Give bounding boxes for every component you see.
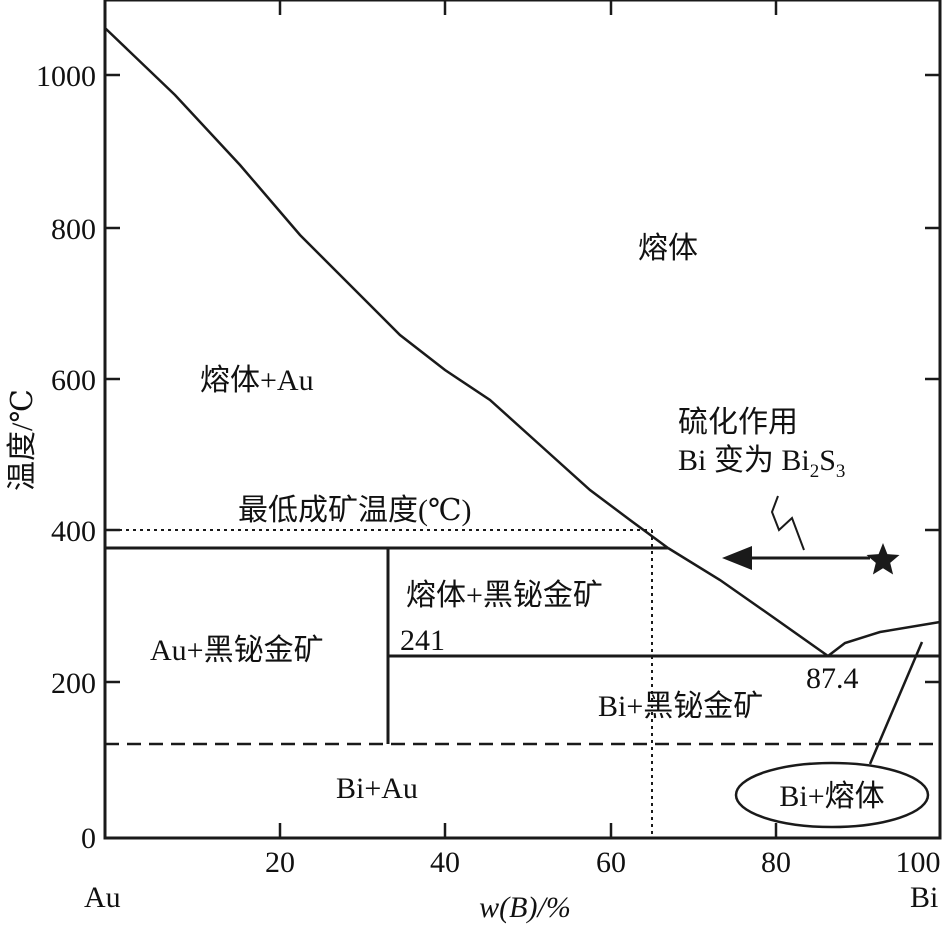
label-241: 241 bbox=[400, 624, 445, 657]
sulfidation-arrow-head bbox=[722, 546, 752, 570]
liquidus-bi-curve bbox=[827, 620, 941, 657]
squiggle-pointer bbox=[770, 495, 805, 551]
label-melt-maldonite: 熔体+黑铋金矿 bbox=[406, 579, 603, 612]
x-tick-60: 60 bbox=[596, 846, 626, 879]
label-melt-au: 熔体+Au bbox=[200, 364, 314, 397]
x-ticks bbox=[278, 0, 778, 838]
label-874: 87.4 bbox=[806, 662, 859, 695]
label-bi-melt: Bi+熔体 bbox=[779, 780, 884, 813]
label-au-maldonite: Au+黑铋金矿 bbox=[150, 634, 324, 667]
x-axis-title: w(B)/% bbox=[479, 891, 571, 924]
bi-melt-ellipse bbox=[734, 761, 930, 829]
y-tick-1000: 1000 bbox=[36, 60, 96, 93]
label-sulfidation: 硫化作用 bbox=[678, 406, 798, 439]
liquidus-maldonite-curve bbox=[667, 546, 829, 658]
y-tick-800: 800 bbox=[51, 213, 96, 246]
plot-frame bbox=[103, 0, 942, 840]
label-melt: 熔体 bbox=[638, 232, 698, 265]
label-bi-au: Bi+Au bbox=[336, 772, 418, 805]
y-axis-title: 温度/℃ bbox=[6, 389, 39, 491]
star-icon bbox=[866, 543, 900, 575]
x-tick-20: 20 bbox=[265, 846, 295, 879]
x-end-label-bi: Bi bbox=[910, 881, 938, 914]
label-min-temp: 最低成矿温度(℃) bbox=[238, 494, 472, 527]
y-tick-400: 400 bbox=[51, 515, 96, 548]
bi-melt-pointer bbox=[868, 641, 924, 765]
x-tick-40: 40 bbox=[430, 846, 460, 879]
liquidus-au-curve bbox=[104, 27, 669, 550]
label-bi-to-bi2s3: Bi 变为 Bi2S3 bbox=[678, 444, 845, 482]
y-tick-200: 200 bbox=[51, 667, 96, 700]
x-tick-80: 80 bbox=[761, 846, 791, 879]
y-tick-0: 0 bbox=[81, 822, 96, 855]
y-tick-600: 600 bbox=[51, 364, 96, 397]
x-tick-100: 100 bbox=[896, 846, 941, 879]
x-end-label-au: Au bbox=[84, 881, 121, 914]
label-bi-maldonite: Bi+黑铋金矿 bbox=[598, 690, 763, 723]
